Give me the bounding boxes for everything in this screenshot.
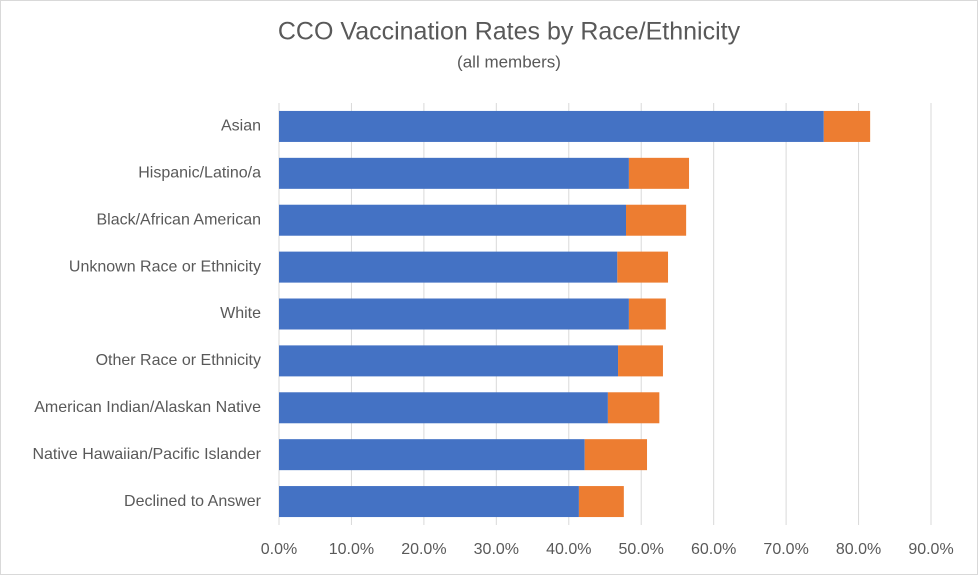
- bar-segment: [279, 345, 619, 377]
- bar-segment: [628, 157, 690, 189]
- x-tick-label: 50.0%: [619, 541, 664, 558]
- x-tick-label: 70.0%: [763, 541, 808, 558]
- y-tick-label: Native Hawaiian/Pacific Islander: [32, 446, 261, 463]
- bar-segment: [617, 251, 669, 283]
- bar-segment: [279, 439, 585, 471]
- x-tick-label: 80.0%: [836, 541, 881, 558]
- x-tick-label: 60.0%: [691, 541, 736, 558]
- y-tick-label: Unknown Race or Ethnicity: [69, 258, 261, 275]
- bar-segment: [607, 392, 660, 424]
- chart-title: CCO Vaccination Rates by Race/Ethnicity: [278, 18, 741, 46]
- bar-segment: [279, 157, 629, 189]
- y-tick-label: Asian: [221, 118, 261, 135]
- y-tick-label: Hispanic/Latino/a: [138, 165, 261, 182]
- x-tick-label: 90.0%: [908, 541, 953, 558]
- bar-segment: [626, 204, 687, 236]
- x-tick-label: 0.0%: [261, 541, 297, 558]
- chart-subtitle: (all members): [457, 52, 561, 71]
- bar-segment: [279, 298, 629, 330]
- bar-segment: [578, 486, 624, 518]
- bar-segment: [279, 251, 618, 283]
- bar-segment: [279, 204, 627, 236]
- bar-segment: [279, 110, 824, 142]
- bar-segment: [279, 392, 608, 424]
- y-tick-label: Other Race or Ethnicity: [96, 352, 261, 369]
- bar-segment: [628, 298, 666, 330]
- x-tick-label: 10.0%: [329, 541, 374, 558]
- x-tick-label: 20.0%: [401, 541, 446, 558]
- y-tick-label: Declined to Answer: [124, 493, 262, 510]
- y-tick-label: American Indian/Alaskan Native: [34, 399, 261, 416]
- y-tick-label: White: [220, 305, 261, 322]
- bar-segment: [618, 345, 663, 377]
- x-tick-label: 30.0%: [474, 541, 519, 558]
- bar-segment: [584, 439, 648, 471]
- bar-segment: [823, 110, 871, 142]
- y-tick-label: Black/African American: [96, 211, 261, 228]
- bar-segment: [279, 486, 579, 518]
- x-tick-label: 40.0%: [546, 541, 591, 558]
